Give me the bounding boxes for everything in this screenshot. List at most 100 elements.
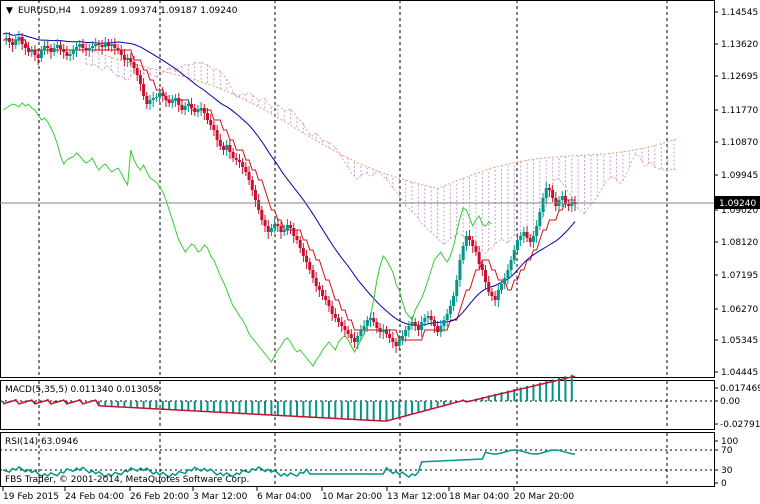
rsi-pane[interactable] [0,432,715,487]
candle-body [423,318,427,322]
candle-body [333,314,337,318]
macd-histogram-bar [232,401,235,413]
price-tick-label: 1.05345 [721,336,758,346]
chikou-span-line [2,102,493,367]
candle-body [20,37,24,44]
macd-histogram-bar [193,401,196,411]
candle-body [30,50,34,52]
candle-body [567,204,571,206]
candle-body [464,236,468,246]
rsi-indicator [2,449,576,478]
macd-tick-label: -0.027913 [720,420,760,430]
macd-histogram-bar [564,376,567,401]
macd-indicator [2,374,576,422]
candle-body [7,38,11,42]
rsi-tick-label: 30 [721,466,733,476]
candle-body [292,228,296,236]
candle-body [468,236,472,240]
candle-body [493,296,497,300]
candle-body [324,296,328,300]
candle-body [455,280,459,296]
candle-body [100,45,104,47]
macd-histogram-bar [526,385,529,401]
macd-histogram-bar [244,401,247,414]
candle-body [170,101,174,103]
macd-histogram-bar [257,401,260,414]
macd-histogram-bar [372,401,375,421]
candle-body [506,270,510,278]
candle-body [154,97,158,98]
candle-body [161,93,165,96]
candle-body [305,256,309,262]
macd-histogram-bar [436,401,439,407]
candle-body [426,316,430,318]
candle-body [74,47,78,50]
candle-body [570,202,574,206]
candle-body [17,37,21,40]
candle-body [381,330,385,332]
macd-histogram-bar [206,401,209,412]
rsi-line [2,449,576,478]
macd-histogram-bar [347,401,350,420]
candle-body [289,225,293,228]
candle-body [106,43,110,46]
price-tick-label: 1.06270 [721,305,758,315]
macd-histogram-bar [519,387,522,401]
macd-histogram-bar [545,381,548,401]
candle-body [110,44,114,46]
candle-body [563,196,567,204]
candle-body [500,284,504,290]
candle-body [560,196,564,200]
candle-body [119,50,123,55]
macd-signal-line [2,375,576,422]
candle-body [212,125,216,130]
candle-body [62,49,66,52]
macd-histogram-bar [366,401,369,421]
candle-body [269,228,273,232]
macd-histogram-bar [21,401,24,402]
candle-body [279,226,283,232]
candle-body [129,58,133,62]
candle-body [36,55,40,58]
ichimoku-cloud [85,47,678,255]
candle-body [375,322,379,328]
price-tick-label: 1.04445 [721,368,758,378]
candle-body [365,320,369,326]
candle-body [177,98,181,105]
time-tick-label: 13 Mar 12:00 [387,492,447,502]
current-price-label: 1.09240 [719,199,756,209]
candle-body [314,278,318,286]
candle-body [372,318,376,322]
macd-histogram-bar [513,389,516,401]
macd-histogram-bar [289,401,292,416]
macd-histogram-bar [104,401,107,406]
candle-body [237,160,241,162]
candle-body [317,286,321,290]
current-price-badge [715,196,760,209]
candle-body [298,240,302,248]
candle-body [397,340,401,346]
kijun-sen-line [2,32,576,326]
macd-pane[interactable] [0,380,715,430]
candle-body [241,162,245,167]
ohlc-values: 1.09289 1.09374 1.09187 1.09240 [80,6,238,16]
candle-body [528,238,532,242]
tenkan-sen-line [3,39,575,341]
macd-histogram-bar [308,401,311,417]
candle-body [253,190,257,200]
ichimoku-lines [2,32,576,367]
macd-histogram-bar [506,390,509,401]
macd-histogram-bar [33,401,36,403]
macd-tick-label: 0.00 [720,397,740,407]
candle-body [531,236,535,242]
candle-body [145,96,149,104]
main-pane[interactable] [0,0,715,378]
macd-histogram-bar [494,393,497,401]
candle-body [142,84,146,96]
candle-body [378,328,382,332]
macd-histogram-bar [353,401,356,420]
candle-body [525,232,529,238]
period-separators [0,0,714,486]
time-tick-label: 6 Mar 04:00 [257,492,312,502]
